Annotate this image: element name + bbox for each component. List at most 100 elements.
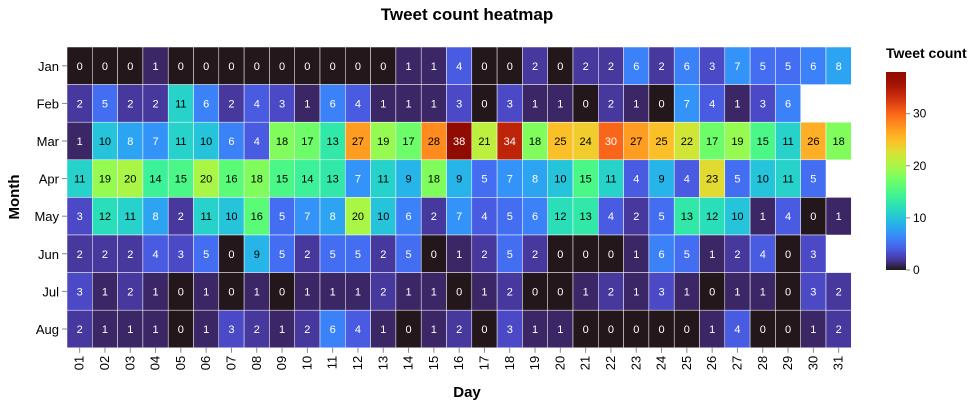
cell-label: 6 bbox=[228, 136, 234, 148]
heatmap-cell bbox=[471, 272, 498, 311]
heatmap-cell bbox=[623, 84, 650, 123]
heatmap-cell bbox=[496, 46, 523, 85]
heatmap-cell bbox=[193, 84, 220, 123]
cell-label: 1 bbox=[304, 286, 310, 298]
cell-label: 1 bbox=[203, 324, 209, 336]
heatmap-cell bbox=[269, 234, 295, 273]
heatmap-cell bbox=[218, 272, 245, 311]
heatmap-cell bbox=[193, 46, 220, 85]
cell-label: 3 bbox=[178, 249, 184, 261]
cell-label: 2 bbox=[127, 286, 133, 298]
cell-label: 2 bbox=[456, 324, 462, 336]
heatmap-cell bbox=[370, 121, 397, 161]
heatmap-cell bbox=[673, 159, 700, 198]
cell-label: 7 bbox=[507, 174, 513, 186]
x-tick-label: 10 bbox=[299, 356, 314, 370]
cell-label: 28 bbox=[428, 136, 440, 148]
cell-label: 2 bbox=[178, 211, 184, 223]
heatmap-cell bbox=[218, 197, 245, 236]
heatmap-cell bbox=[724, 309, 751, 349]
cell-label: 4 bbox=[633, 174, 639, 186]
heatmap-cell bbox=[800, 272, 827, 311]
heatmap-cell bbox=[142, 121, 169, 161]
cell-label: 2 bbox=[532, 249, 538, 261]
cell-label: 5 bbox=[102, 98, 108, 110]
cell-label: 2 bbox=[228, 98, 234, 110]
cell-label: 0 bbox=[178, 61, 184, 73]
cell-label: 19 bbox=[731, 136, 743, 148]
cell-label: 18 bbox=[529, 136, 541, 148]
legend-tick-label: 20 bbox=[913, 159, 927, 173]
heatmap-cell bbox=[522, 46, 548, 85]
x-tick-label: 26 bbox=[704, 356, 719, 370]
heatmap-cell bbox=[496, 197, 523, 236]
heatmap-cell bbox=[218, 309, 245, 349]
cell-label: 0 bbox=[228, 286, 234, 298]
cell-label: 1 bbox=[532, 98, 538, 110]
heatmap-cell bbox=[92, 197, 118, 236]
cell-label: 0 bbox=[330, 61, 336, 73]
heatmap-cell bbox=[471, 197, 498, 236]
heatmap-cell bbox=[673, 272, 700, 311]
heatmap-cell bbox=[269, 309, 295, 349]
cell-label: 2 bbox=[380, 249, 386, 261]
heatmap-cell bbox=[547, 272, 574, 311]
cell-label: 3 bbox=[77, 286, 83, 298]
x-tick-label: 03 bbox=[122, 356, 137, 370]
cell-label: 8 bbox=[836, 61, 842, 73]
cell-label: 3 bbox=[709, 61, 715, 73]
cell-label: 5 bbox=[279, 249, 285, 261]
heatmap-cell bbox=[522, 84, 548, 123]
cell-label: 2 bbox=[77, 324, 83, 336]
heatmap-cell bbox=[648, 197, 675, 236]
cell-label: 7 bbox=[355, 174, 361, 186]
heatmap-cell bbox=[648, 234, 675, 273]
x-tick-label: 25 bbox=[679, 356, 694, 370]
heatmap-cell bbox=[724, 272, 751, 311]
heatmap-cell bbox=[775, 234, 801, 273]
heatmap-cell bbox=[269, 159, 295, 198]
cell-label: 1 bbox=[557, 324, 563, 336]
cell-label: 1 bbox=[405, 61, 411, 73]
heatmap-cell bbox=[167, 309, 194, 349]
cell-label: 0 bbox=[77, 61, 83, 73]
cell-label: 11 bbox=[175, 136, 186, 148]
cell-label: 4 bbox=[355, 324, 361, 336]
heatmap-cell bbox=[193, 197, 220, 236]
y-tick-label: Jan bbox=[38, 59, 59, 74]
x-tick-label: 14 bbox=[401, 356, 416, 370]
cell-label: 0 bbox=[102, 61, 108, 73]
cell-label: 3 bbox=[77, 211, 83, 223]
heatmap-cell bbox=[775, 121, 801, 161]
cell-label: 1 bbox=[734, 286, 740, 298]
cell-label: 10 bbox=[757, 174, 769, 186]
heatmap-cell bbox=[673, 46, 700, 85]
cell-label: 4 bbox=[481, 211, 487, 223]
cell-label: 9 bbox=[456, 174, 462, 186]
heatmap-cell bbox=[775, 159, 801, 198]
cell-label: 0 bbox=[127, 61, 133, 73]
y-tick-label: Jun bbox=[38, 247, 59, 262]
heatmap-cell bbox=[218, 121, 245, 161]
y-tick-label: May bbox=[34, 209, 59, 224]
x-tick-label: 23 bbox=[628, 356, 643, 370]
heatmap-cell bbox=[370, 159, 397, 198]
cell-label: 0 bbox=[279, 286, 285, 298]
cell-label: 10 bbox=[99, 136, 111, 148]
x-tick-label: 21 bbox=[578, 356, 593, 370]
heatmap-cell bbox=[825, 197, 852, 236]
cell-label: 17 bbox=[301, 136, 313, 148]
cell-label: 0 bbox=[810, 211, 816, 223]
cell-label: 5 bbox=[810, 174, 816, 186]
cell-label: 2 bbox=[380, 286, 386, 298]
heatmap-cell bbox=[623, 234, 650, 273]
heatmap-cell bbox=[598, 46, 624, 85]
cell-label: 6 bbox=[785, 98, 791, 110]
cell-label: 1 bbox=[431, 98, 437, 110]
heatmap-cell bbox=[775, 46, 801, 85]
heatmap-cell bbox=[825, 309, 852, 349]
cell-label: 1 bbox=[633, 249, 639, 261]
heatmap-cell bbox=[496, 121, 523, 161]
cell-label: 1 bbox=[481, 286, 487, 298]
